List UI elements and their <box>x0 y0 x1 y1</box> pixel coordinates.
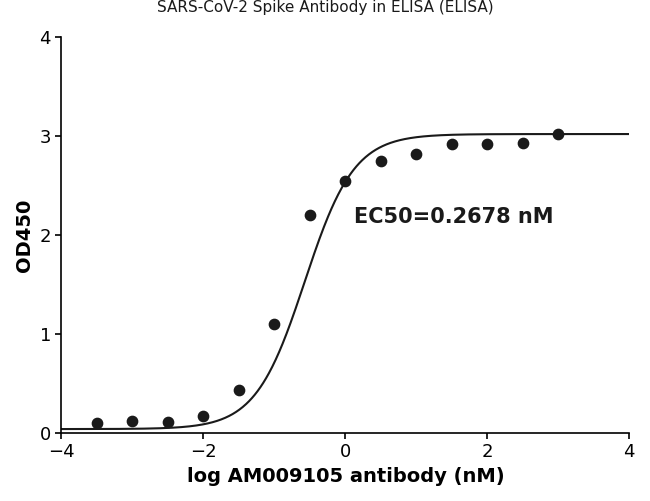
Point <box>482 140 493 148</box>
Y-axis label: OD450: OD450 <box>15 198 34 272</box>
Text: EC50=0.2678 nM: EC50=0.2678 nM <box>354 207 553 227</box>
Point <box>376 157 386 165</box>
Point <box>411 150 422 158</box>
Point <box>517 139 528 147</box>
Point <box>92 419 102 427</box>
Point <box>340 176 350 184</box>
Point <box>127 417 138 425</box>
Point <box>198 412 209 420</box>
X-axis label: log AM009105 antibody (nM): log AM009105 antibody (nM) <box>187 467 504 486</box>
Point <box>234 386 244 394</box>
Point <box>447 140 457 148</box>
Point <box>162 418 173 426</box>
Point <box>269 320 280 328</box>
Point <box>305 211 315 219</box>
Text: SARS-CoV-2 Spike Antibody in ELISA (ELISA): SARS-CoV-2 Spike Antibody in ELISA (ELIS… <box>157 0 493 15</box>
Point <box>553 130 564 138</box>
